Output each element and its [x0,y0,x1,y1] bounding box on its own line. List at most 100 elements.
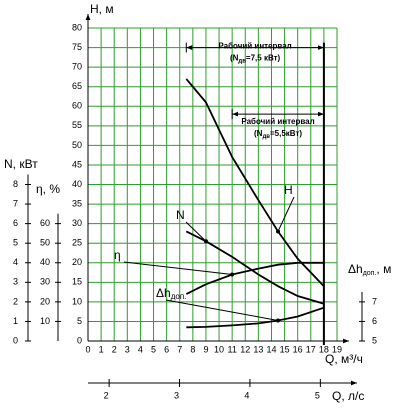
aux-axis-title: η, % [36,182,60,196]
x-tick-label: 11 [227,344,236,354]
interval-title: Рабочий интервал [241,117,314,126]
x-tick-label: 9 [203,344,208,354]
aux-tick-label: 60 [40,218,50,228]
point [230,272,235,277]
x-tick-label: 12 [240,344,250,354]
point [276,318,281,323]
series-label: N [176,208,185,222]
y-tick-label: 55 [72,120,82,130]
note-sub: дв [238,58,246,64]
y-tick-label: 30 [72,218,82,228]
aux-tick-label: 1 [13,316,18,326]
aux-tick-label: 7 [372,296,377,306]
x-tick-label: 7 [177,344,182,354]
aux-tick-label: 50 [40,238,50,248]
y-tick-label: 40 [72,179,82,189]
aux-axis-title: N, кВт [4,157,38,171]
point [203,239,208,244]
axis-title-main: η, % [36,182,60,196]
x2-tick-label: 2 [104,390,109,400]
series-label: Δhдоп. [156,286,186,301]
aux-tick-label: 10 [40,316,50,326]
series-name: N [176,208,185,222]
y-tick-label: 75 [72,42,82,52]
x2-tick-label: 5 [315,390,320,400]
leader-line [277,196,295,232]
interval-note: (Nдв=5,5кВт) [254,129,302,139]
aux-axis-title: Δhдоп., м [348,262,391,277]
leader-line [123,261,233,275]
note-part: =5,5кВт) [270,129,302,138]
x2-tick-label: 4 [244,390,249,400]
point [276,229,281,234]
y-tick-label: 10 [72,296,82,306]
axis-title-sub: доп. [363,270,377,277]
x-tick-label: 1 [99,344,104,354]
curve [186,306,325,329]
aux-tick-label: 8 [13,179,18,189]
x-tick-label: 15 [280,344,290,354]
aux-tick-label: 30 [40,277,50,287]
axis-title-unit: , м [376,262,391,276]
aux-tick-label: 5 [13,238,18,248]
aux-tick-label: 20 [40,296,50,306]
aux-tick-label: 4 [13,257,18,267]
x-tick-label: 8 [190,344,195,354]
x-tick-label: 5 [151,344,156,354]
axis-title-main: Δh [348,262,363,276]
axis-title-main: N, кВт [4,157,38,171]
aux-tick-label: 7 [13,198,18,208]
y-tick-label: 45 [72,159,82,169]
curve [185,78,325,287]
x2-tick-label: 3 [174,390,179,400]
note-part: =7,5 кВт) [246,54,281,63]
x-tick-label: 6 [164,344,169,354]
aux-tick-label: 3 [13,277,18,287]
y-axis-title: H, м [90,2,114,16]
y-tick-label: 15 [72,277,82,287]
interval-note: (Nдв=7,5 кВт) [230,54,281,64]
x-tick-label: 13 [253,344,263,354]
aux-tick-label: 2 [13,296,18,306]
series-name-sub: доп. [171,292,187,301]
x-tick-label: 3 [125,344,130,354]
x-axis-title: Q, м³/ч [325,352,363,366]
series-name: Δh [156,286,171,300]
aux-tick-label: 40 [40,257,50,267]
curve [185,261,324,295]
x-tick-label: 0 [85,344,90,354]
note-part: (N [254,129,263,138]
aux-tick-label: 6 [372,316,377,326]
y-tick-label: 70 [72,62,82,72]
x2-axis-title: Q, л/с [332,389,364,403]
y-tick-label: 35 [72,198,82,208]
x-tick-label: 2 [112,344,117,354]
y-tick-label: 0 [77,335,82,345]
y-tick-label: 50 [72,140,82,150]
y-tick-label: 5 [77,316,82,326]
series-label: η [114,248,121,262]
y-tick-label: 65 [72,81,82,91]
aux-tick-label: 0 [13,335,18,345]
aux-tick-label: 5 [372,335,377,345]
y-tick-label: 20 [72,257,82,267]
y-tick-label: 60 [72,101,82,111]
x-tick-label: 17 [306,344,316,354]
series-label: H [284,183,293,197]
series-name: η [114,248,121,262]
x-tick-label: 14 [266,344,276,354]
leader-line [185,221,207,242]
x-tick-label: 4 [138,344,143,354]
y-tick-label: 80 [72,22,82,32]
y-tick-label: 25 [72,238,82,248]
series-name: H [284,183,293,197]
aux-tick-label: 6 [13,218,18,228]
x-tick-label: 16 [293,344,303,354]
x-tick-label: 18 [319,344,329,354]
x-tick-label: 19 [332,344,342,354]
note-part: (N [230,54,239,63]
interval-title: Рабочий интервал [218,42,291,51]
leader-line [165,299,279,321]
note-sub: дв [262,134,270,140]
